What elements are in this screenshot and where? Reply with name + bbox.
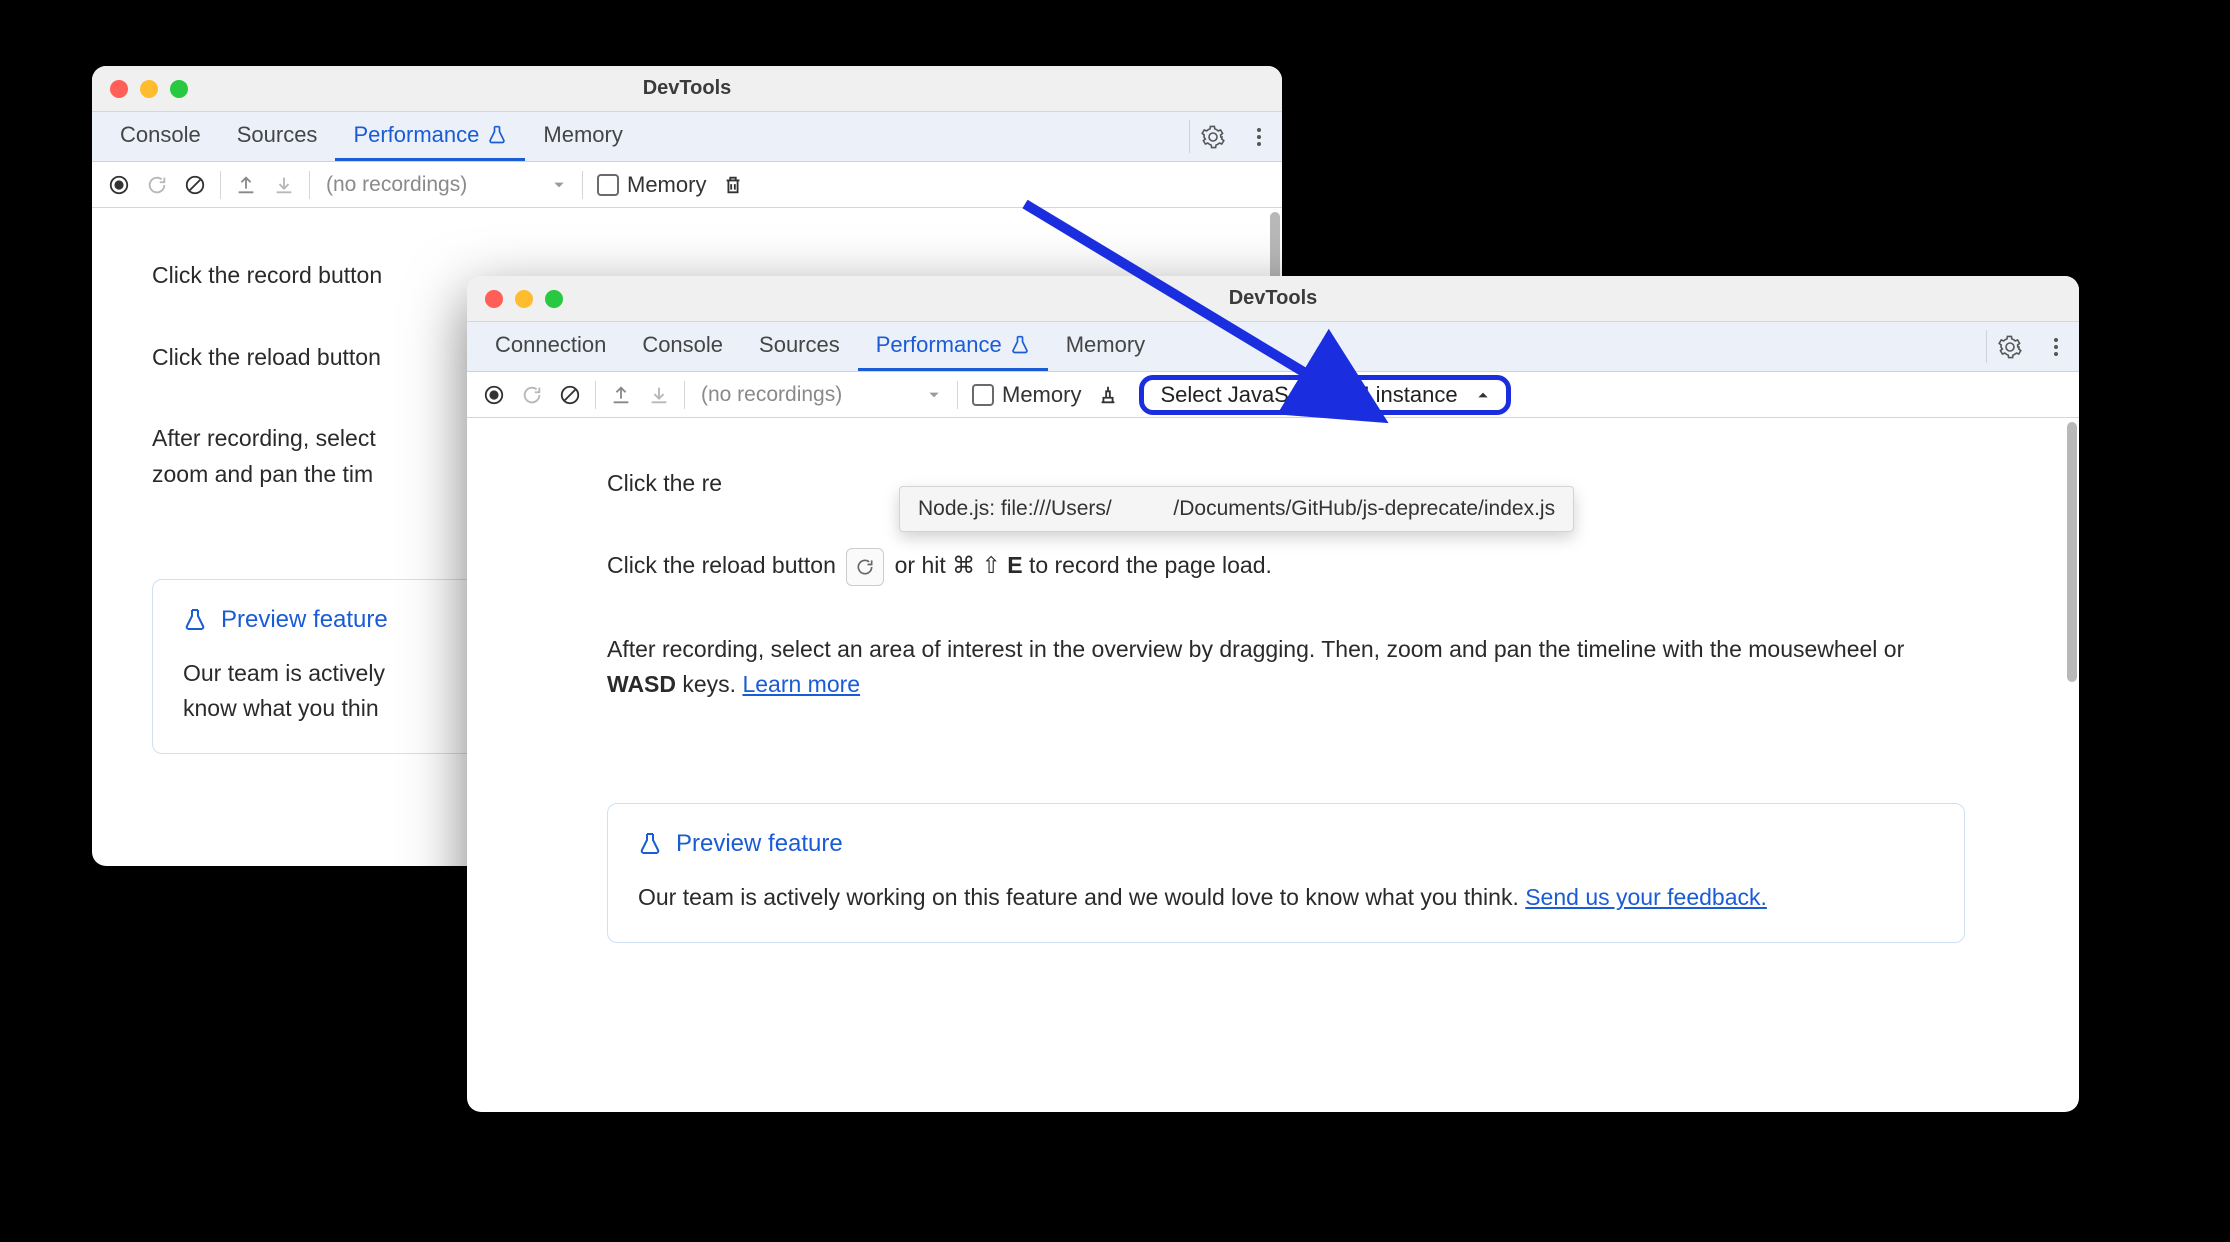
more-button[interactable]: [1236, 112, 1282, 161]
recordings-dropdown[interactable]: (no recordings): [691, 377, 951, 413]
clear-button[interactable]: [176, 166, 214, 204]
vm-menu-item-suffix: /Documents/GitHub/js-deprecate/index.js: [1173, 497, 1555, 520]
chevron-up-icon: [1476, 388, 1490, 402]
preview-title: Preview feature: [638, 830, 1934, 858]
memory-checkbox[interactable]: [597, 174, 619, 196]
chevron-down-icon: [927, 388, 941, 402]
upload-button[interactable]: [602, 376, 640, 414]
record-button[interactable]: [100, 166, 138, 204]
tab-connection[interactable]: Connection: [477, 322, 624, 371]
reload-key-button: [846, 548, 884, 586]
vm-menu-item-prefix: Node.js: file:///Users/: [918, 497, 1112, 520]
window-title: DevTools: [92, 77, 1282, 100]
tab-sources[interactable]: Sources: [219, 112, 336, 161]
upload-icon: [610, 384, 632, 406]
more-button[interactable]: [2033, 322, 2079, 371]
gear-icon: [1998, 335, 2022, 359]
tab-label: Performance: [876, 332, 1002, 358]
scrollbar[interactable]: [2065, 418, 2079, 1112]
recordings-dropdown[interactable]: (no recordings): [316, 167, 576, 203]
kebab-icon: [1247, 125, 1271, 149]
clear-icon: [559, 384, 581, 406]
reload-icon: [146, 174, 168, 196]
scroll-thumb[interactable]: [2067, 422, 2077, 682]
tab-performance[interactable]: Performance: [858, 322, 1048, 371]
gear-icon: [1201, 125, 1225, 149]
tab-memory[interactable]: Memory: [1048, 322, 1163, 371]
hint-reload: Click the reload button or hit ⌘ ⇧ E to …: [607, 548, 1965, 586]
tab-sources[interactable]: Sources: [741, 322, 858, 371]
flask-icon: [1010, 335, 1030, 355]
titlebar: DevTools: [467, 276, 2079, 322]
chevron-down-icon: [552, 178, 566, 192]
hint-overview: After recording, select an area of inter…: [607, 632, 1965, 703]
trash-icon: [722, 174, 744, 196]
toolbar: (no recordings) Memory: [92, 162, 1282, 208]
tab-memory[interactable]: Memory: [525, 112, 640, 161]
learn-more-link[interactable]: Learn more: [742, 671, 860, 697]
record-icon: [108, 174, 130, 196]
download-icon: [648, 384, 670, 406]
flask-icon: [487, 125, 507, 145]
vm-instance-label: Select JavaScript VM instance: [1160, 382, 1457, 408]
memory-checkbox[interactable]: [972, 384, 994, 406]
clear-button[interactable]: [551, 376, 589, 414]
preview-card: Preview feature Our team is actively wor…: [607, 803, 1965, 943]
memory-checkbox-group[interactable]: Memory: [964, 382, 1089, 408]
flask-icon: [183, 608, 207, 632]
settings-button[interactable]: [1190, 112, 1236, 161]
memory-checkbox-group[interactable]: Memory: [589, 172, 714, 198]
clear-icon: [184, 174, 206, 196]
record-icon: [483, 384, 505, 406]
memory-label: Memory: [1002, 382, 1081, 408]
titlebar: DevTools: [92, 66, 1282, 112]
tab-performance[interactable]: Performance: [335, 112, 525, 161]
download-icon: [273, 174, 295, 196]
reload-icon: [855, 557, 875, 577]
preview-body: Our team is actively working on this fea…: [638, 880, 1934, 916]
upload-icon: [235, 174, 257, 196]
memory-label: Memory: [627, 172, 706, 198]
upload-button[interactable]: [227, 166, 265, 204]
vm-instance-menu[interactable]: Node.js: file:///Users/ /Documents/GitHu…: [899, 486, 1574, 532]
recordings-label: (no recordings): [701, 383, 842, 407]
flask-icon: [638, 832, 662, 856]
reload-button[interactable]: [138, 166, 176, 204]
settings-button[interactable]: [1987, 322, 2033, 371]
recordings-label: (no recordings): [326, 173, 467, 197]
toolbar: (no recordings) Memory Select JavaScript…: [467, 372, 2079, 418]
collect-garbage-button[interactable]: [1089, 376, 1127, 414]
window-title: DevTools: [467, 287, 2079, 310]
vm-instance-selector[interactable]: Select JavaScript VM instance: [1139, 375, 1510, 415]
tabbar: Connection Console Sources Performance M…: [467, 322, 2079, 372]
devtools-window-2: DevTools Connection Console Sources Perf…: [467, 276, 2079, 1112]
download-button[interactable]: [265, 166, 303, 204]
tabbar: Console Sources Performance Memory: [92, 112, 1282, 162]
tab-label: Performance: [353, 122, 479, 148]
kebab-icon: [2044, 335, 2068, 359]
reload-icon: [521, 384, 543, 406]
broom-icon: [1097, 384, 1119, 406]
tab-console[interactable]: Console: [102, 112, 219, 161]
download-button[interactable]: [640, 376, 678, 414]
feedback-link[interactable]: Send us your feedback.: [1525, 884, 1767, 910]
tab-console[interactable]: Console: [624, 322, 741, 371]
reload-button[interactable]: [513, 376, 551, 414]
record-button[interactable]: [475, 376, 513, 414]
delete-button[interactable]: [714, 166, 752, 204]
